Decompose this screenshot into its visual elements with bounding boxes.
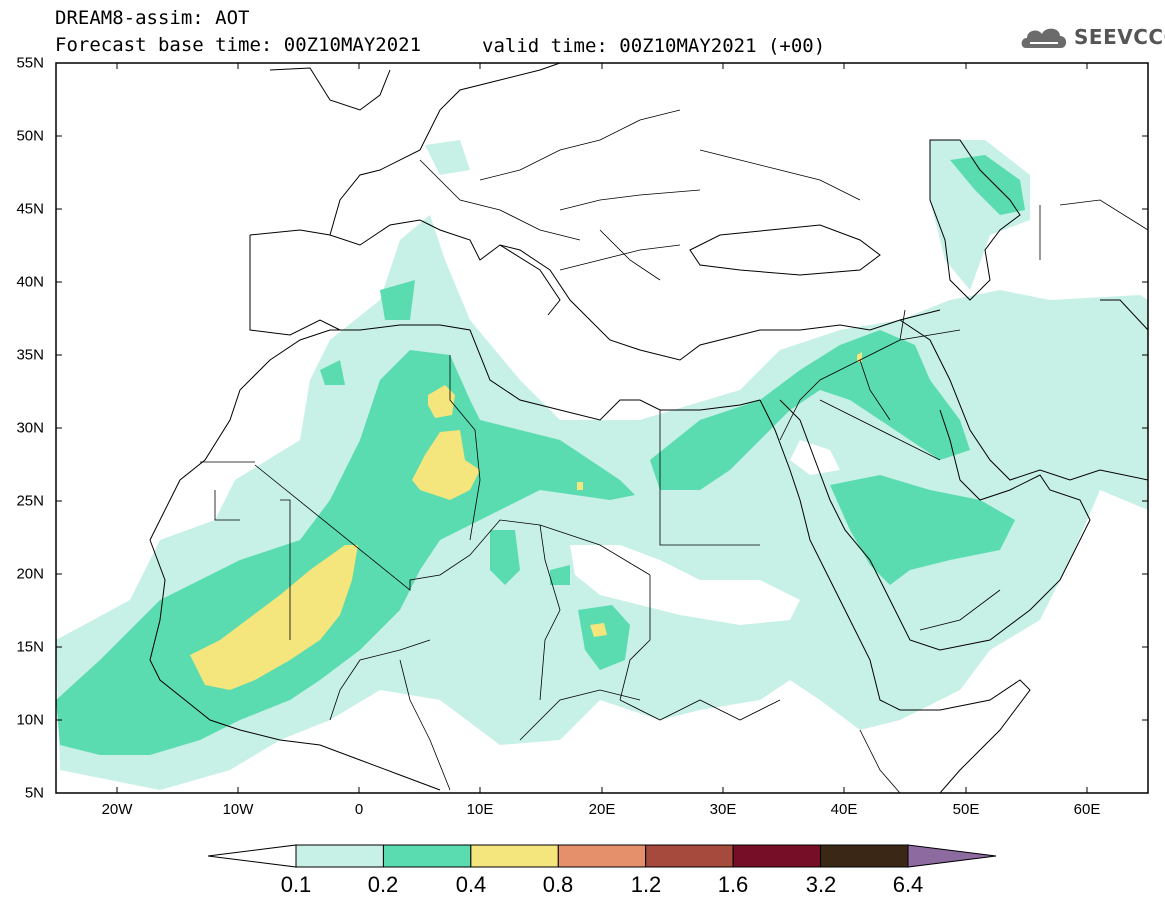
aot-contour-0.4 [190, 352, 862, 690]
lon-label: 30E [709, 801, 737, 818]
lon-label: 20W [101, 801, 133, 818]
valid-time: valid time: 00Z10MAY2021 (+00) [482, 35, 826, 57]
colorbar-label: 6.4 [892, 872, 924, 897]
lat-label: 30N [16, 419, 44, 437]
colorbar-swatch [557, 844, 647, 868]
lat-label: 40N [16, 273, 44, 291]
lat-label: 45N [16, 200, 44, 218]
colorbar-label: 0.8 [542, 872, 574, 897]
colorbar-label: 1.6 [717, 872, 749, 897]
colorbar-swatch [820, 844, 909, 868]
lat-label: 35N [16, 346, 44, 364]
lon-label: 20E [588, 801, 616, 818]
colorbar-swatch [382, 844, 472, 868]
lat-label: 15N [16, 638, 44, 656]
colorbar-overflow-arrow [907, 844, 997, 868]
colorbar-label: 0.4 [455, 872, 487, 897]
colorbar [207, 844, 997, 868]
lat-label: 50N [16, 127, 44, 145]
colorbar-label: 3.2 [805, 872, 837, 897]
lat-label: 25N [16, 492, 44, 510]
lat-label: 10N [16, 711, 44, 729]
lon-label: 60E [1073, 801, 1101, 818]
colorbar-swatch [645, 844, 734, 868]
logo-text: SEEVCCC [1074, 25, 1165, 49]
lon-label: 50E [952, 801, 980, 818]
lat-label: 5N [24, 784, 44, 802]
lon-label: 0 [354, 801, 364, 818]
colorbar-label: 0.1 [280, 872, 312, 897]
axis-ticks [56, 62, 1148, 794]
colorbar-underflow-arrow [207, 844, 297, 868]
aot-clear-areas [570, 300, 840, 625]
map-title: DREAM8-assim: AOT [55, 7, 250, 29]
coastlines [149, 63, 1148, 793]
colorbar-swatch [732, 844, 822, 868]
aot-field [56, 63, 1148, 793]
lon-label: 40E [830, 801, 858, 818]
cloud-icon [1021, 28, 1067, 48]
seevccc-logo: SEEVCCC [1018, 20, 1165, 54]
lat-label: 20N [16, 565, 44, 583]
forecast-base-time: Forecast base time: 00Z10MAY2021 [55, 34, 422, 56]
lat-label: 55N [16, 54, 44, 72]
colorbar-label: 0.2 [367, 872, 399, 897]
colorbar-swatch [470, 844, 559, 868]
colorbar-swatch [295, 844, 384, 868]
country-borders [200, 109, 1148, 793]
lon-label: 10W [222, 801, 254, 818]
lon-label: 10E [466, 801, 494, 818]
colorbar-label: 1.2 [630, 872, 662, 897]
